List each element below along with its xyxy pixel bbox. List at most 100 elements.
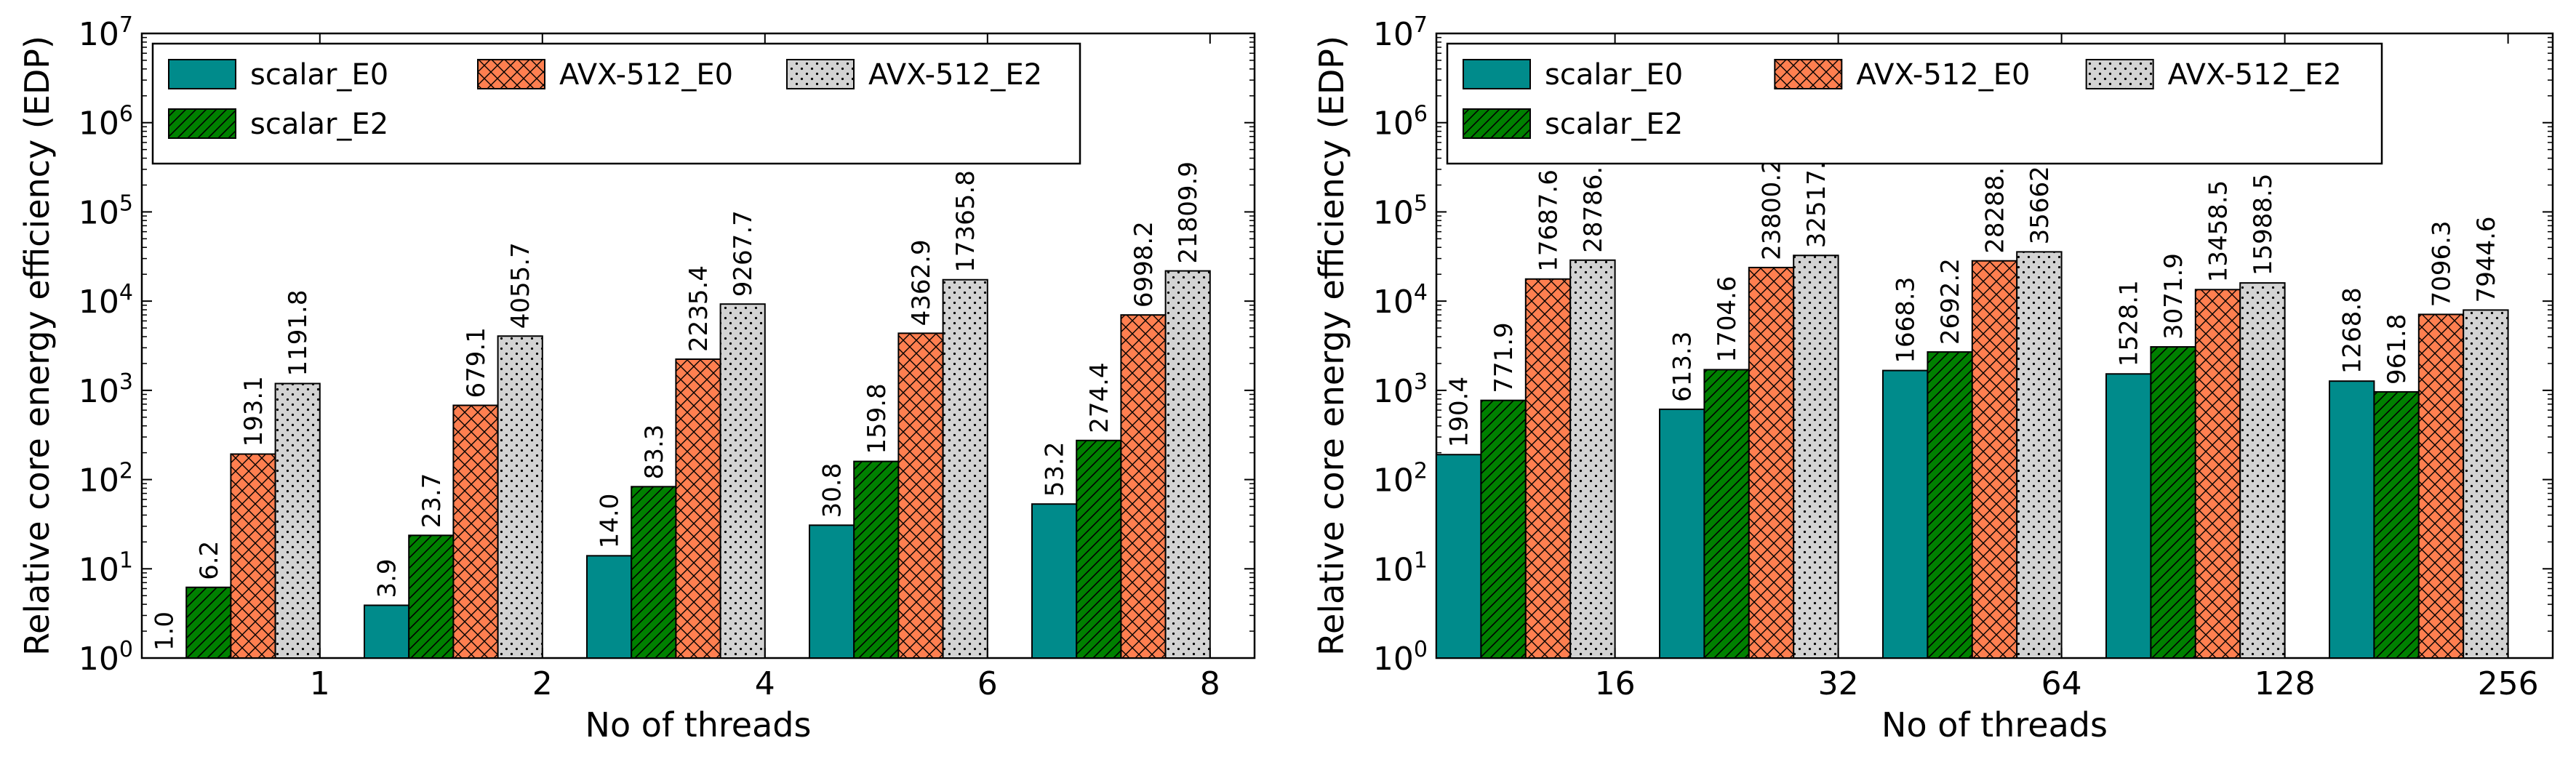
y-tick-label: 105 [79,190,133,231]
bar-AVX-512_E2-6 [942,278,988,659]
data-label-AVX-512_E0-6: 4362.9 [907,239,936,326]
bar-scalar_E0-16 [1436,454,1482,659]
y-tick-label: 104 [79,280,133,321]
data-label-AVX-512_E2-128: 15988.5 [2249,174,2278,276]
legend-frame [1446,42,2383,165]
data-label-AVX-512_E0-32: 23800.2 [1758,158,1787,260]
data-label-scalar_E0-16: 190.4 [1445,377,1474,447]
x-tick-label: 64 [2041,665,2082,702]
bar-scalar_E0-64 [1882,369,1929,659]
bar-AVX-512_E0-16 [1524,278,1572,659]
bar-AVX-512_E2-64 [2016,251,2063,659]
data-label-AVX-512_E0-2: 679.1 [462,327,491,398]
data-label-scalar_E2-32: 1704.6 [1713,276,1742,362]
legend-label-scalar_E0: scalar_E0 [250,58,388,92]
data-label-AVX-512_E0-1: 193.1 [239,376,268,446]
data-label-AVX-512_E2-2: 4055.7 [506,242,535,329]
x-tick-label: 16 [1595,665,1636,702]
y-tick-label: 103 [79,369,133,410]
bar-scalar_E2-32 [1703,369,1750,659]
bar-AVX-512_E0-2 [452,404,499,659]
x-tick-label: 1 [310,665,330,702]
y-tick-label: 104 [1373,280,1428,321]
data-label-AVX-512_E2-4: 9267.7 [729,210,758,297]
data-label-AVX-512_E2-8: 21809.9 [1174,161,1203,264]
x-tick-label: 4 [755,665,775,702]
data-label-scalar_E2-256: 961.8 [2383,314,2412,385]
data-label-AVX-512_E2-1: 1191.8 [284,290,313,377]
bar-scalar_E0-4 [586,555,633,659]
y-tick-label: 106 [1373,102,1428,143]
bar-AVX-512_E0-256 [2417,313,2465,659]
data-label-AVX-512_E0-128: 13458.5 [2204,180,2233,283]
legend-swatch-scalar_E0 [168,59,236,89]
data-label-AVX-512_E2-6: 17365.8 [951,170,980,273]
bar-scalar_E0-32 [1659,408,1705,659]
data-label-scalar_E2-8: 274.4 [1085,362,1114,433]
y-tick-label: 105 [1373,190,1428,231]
bar-scalar_E2-64 [1927,351,1973,659]
bar-scalar_E2-6 [853,460,900,659]
bar-AVX-512_E2-2 [497,335,543,659]
bar-scalar_E2-4 [631,486,677,659]
data-label-AVX-512_E2-64: 35662 [2025,166,2055,244]
x-tick-label: 256 [2478,665,2539,702]
bar-AVX-512_E0-32 [1748,266,1795,659]
bar-AVX-512_E0-4 [675,358,721,659]
legend-swatch-scalar_E2 [1463,108,1531,139]
bar-scalar_E0-256 [2329,380,2375,659]
bar-scalar_E0-8 [1031,503,1078,659]
legend-frame [151,42,1081,165]
bar-AVX-512_E0-1 [230,453,276,659]
y-tick-label: 100 [79,637,133,678]
x-axis-label: No of threads [585,705,812,745]
bar-AVX-512_E0-64 [1971,260,2018,659]
data-label-AVX-512_E0-16: 17687.6 [1535,169,1564,272]
data-label-AVX-512_E0-64: 28288. [1981,167,2010,254]
data-label-scalar_E0-256: 1268.8 [2338,287,2367,374]
data-label-scalar_E0-64: 1668.3 [1892,277,1921,364]
y-axis-label: Relative core energy efficiency (EDP) [17,36,57,656]
data-label-scalar_E2-4: 83.3 [640,425,669,480]
bar-scalar_E0-128 [2105,373,2152,659]
bar-AVX-512_E2-16 [1569,259,1616,659]
bar-AVX-512_E2-32 [1793,254,1839,659]
y-tick-label: 102 [79,459,133,500]
legend-swatch-AVX-512_E2 [786,59,855,89]
data-label-AVX-512_E2-256: 7944.6 [2472,216,2501,302]
legend-label-scalar_E2: scalar_E2 [1545,108,1683,141]
y-tick-label: 101 [1373,548,1428,588]
bar-scalar_E0-6 [809,524,855,659]
bar-scalar_E2-2 [408,534,455,659]
data-label-scalar_E0-6: 30.8 [818,463,847,518]
legend-label-AVX-512_E0: AVX-512_E0 [559,58,733,92]
bar-AVX-512_E2-1 [274,382,321,659]
y-tick-label: 103 [1373,369,1428,410]
y-tick-label: 106 [79,102,133,143]
y-tick-label: 102 [1373,459,1428,500]
bar-AVX-512_E0-128 [2194,289,2241,659]
legend: scalar_E0 AVX-512_E0 AVX-512_E2 scalar_E2 [151,42,1081,165]
data-label-AVX-512_E0-4: 2235.4 [684,265,713,352]
data-label-scalar_E2-1: 6.2 [195,541,224,580]
legend-label-AVX-512_E2: AVX-512_E2 [868,58,1042,92]
y-tick-label: 101 [79,548,133,588]
data-label-scalar_E0-8: 53.2 [1041,442,1070,497]
data-label-AVX-512_E0-8: 6998.2 [1129,221,1159,308]
chart-panel-1: 100 101 102 103 104 105 106 107 1.0 6.2 193.1 1191.… [17,12,1256,745]
x-axis-label: No of threads [1881,705,2108,745]
bar-AVX-512_E0-6 [897,332,944,659]
bar-scalar_E2-16 [1480,399,1527,659]
bar-scalar_E2-256 [2373,390,2420,659]
x-tick-label: 8 [1200,665,1220,702]
bar-scalar_E2-8 [1076,439,1122,659]
bar-scalar_E0-2 [364,604,410,659]
data-label-AVX-512_E2-32: 32517. [1802,161,1831,248]
y-axis-label: Relative core energy efficiency (EDP) [1312,36,1351,656]
legend-swatch-AVX-512_E0 [1774,59,1843,89]
data-label-scalar_E2-128: 3071.9 [2159,253,2188,340]
bar-AVX-512_E0-8 [1120,314,1167,659]
legend-swatch-scalar_E2 [168,108,236,139]
data-label-scalar_E0-32: 613.3 [1668,332,1697,402]
